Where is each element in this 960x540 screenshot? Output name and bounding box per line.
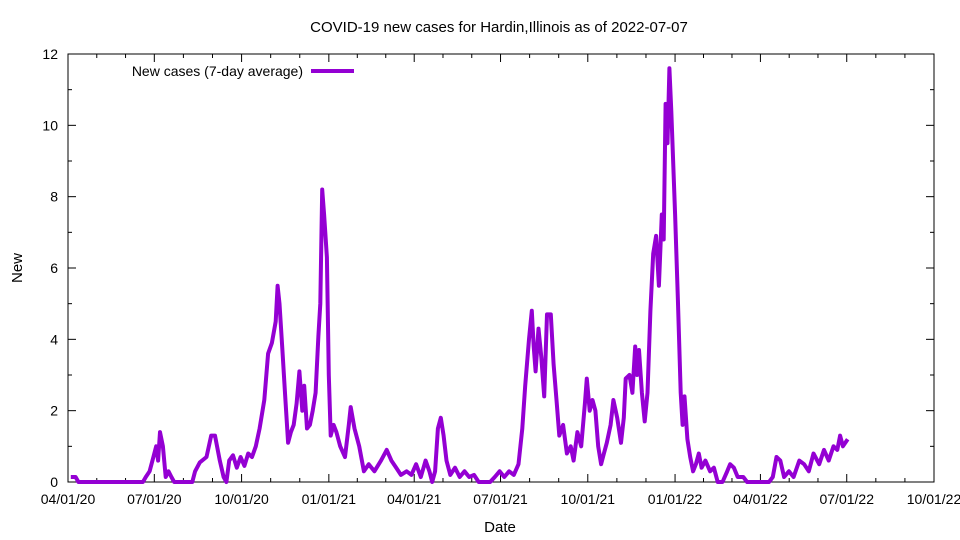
y-tick-label: 8 <box>50 189 58 205</box>
x-tick-label: 01/01/21 <box>302 491 357 507</box>
y-axis-label: New <box>9 253 26 283</box>
series-layer <box>70 66 850 484</box>
series-line <box>70 66 850 484</box>
axis-ticks: 0 2 4 6 8 10 12 04/01/20 07/01/20 10/01/20 01/01/2… <box>41 46 960 507</box>
x-tick-label: 10/01/21 <box>561 491 616 507</box>
y-tick-label: 10 <box>42 117 58 133</box>
x-tick-label: 10/01/22 <box>907 491 960 507</box>
x-tick-label: 04/01/21 <box>387 491 442 507</box>
x-tick-label: 01/01/22 <box>648 491 703 507</box>
x-axis-label: Date <box>484 519 516 536</box>
x-tick-label: 04/01/22 <box>733 491 788 507</box>
x-tick-label: 04/01/20 <box>41 491 96 507</box>
plot-frame <box>67 53 935 483</box>
y-tick-label: 12 <box>42 46 58 62</box>
y-tick-label: 2 <box>50 403 58 419</box>
y-tick-label: 4 <box>50 331 58 347</box>
legend-label: New cases (7-day average) <box>132 63 303 79</box>
x-tick-label: 07/01/21 <box>473 491 528 507</box>
x-tick-label: 07/01/20 <box>127 491 182 507</box>
x-tick-label: 07/01/22 <box>819 491 874 507</box>
legend: New cases (7-day average) <box>132 63 354 79</box>
x-tick-label: 10/01/20 <box>214 491 269 507</box>
y-tick-label: 0 <box>50 474 58 490</box>
chart-title: COVID-19 new cases for Hardin,Illinois a… <box>310 19 688 36</box>
y-tick-label: 6 <box>50 260 58 276</box>
